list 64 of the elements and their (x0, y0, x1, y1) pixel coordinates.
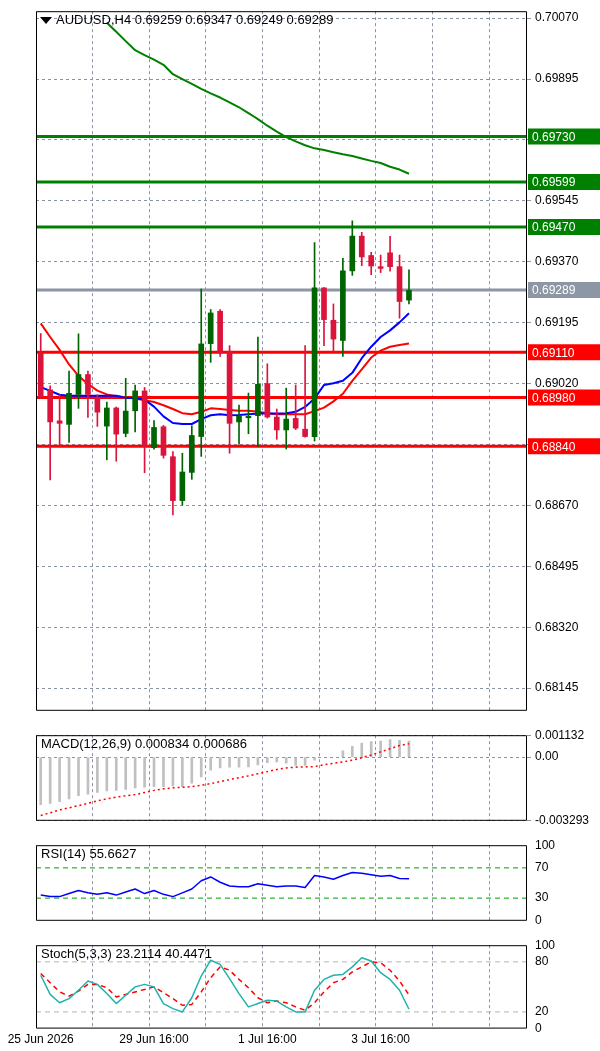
y-tick-label: 0 (535, 913, 542, 928)
candlestick (302, 345, 308, 438)
bar (209, 757, 213, 771)
bar (114, 757, 118, 791)
y-tick-label: 0.68320 (535, 619, 579, 634)
ref-line-label: 0.69289 (532, 283, 576, 298)
y-tick-label: 0.69895 (535, 71, 579, 86)
bar (190, 757, 194, 784)
chart-title: MACD(12,26,9) 0.000834 0.000686 (41, 736, 247, 751)
y-tick-label: 0.69545 (535, 193, 579, 208)
bar (266, 757, 269, 764)
chart-title: RSI(14) 55.6627 (41, 846, 137, 861)
ref-line-label: 0.69730 (532, 129, 576, 144)
x-tick-label: 25 Jun 2026 (7, 1032, 75, 1047)
y-tick-label: 20 (535, 1004, 549, 1019)
bar (360, 742, 364, 757)
y-tick-label: 0 (535, 1020, 542, 1035)
ref-line-label: 0.69110 (532, 345, 575, 360)
y-tick-label: 0.00 (535, 749, 559, 764)
y-tick-label: 0.69195 (535, 315, 579, 330)
y-tick-label: 0.70070 (535, 10, 579, 25)
bar (247, 757, 250, 768)
bar (162, 757, 165, 788)
y-tick-label: 70 (535, 860, 549, 875)
candlestick (236, 404, 242, 445)
bar (39, 757, 43, 806)
bar (313, 757, 316, 761)
bar (369, 741, 373, 757)
y-tick-label: 80 (535, 954, 549, 969)
y-tick-label: 0.68670 (535, 497, 579, 512)
bar (294, 757, 297, 766)
bar (96, 757, 99, 793)
bar (181, 757, 184, 788)
bar (398, 739, 401, 757)
y-tick-label: 30 (535, 890, 549, 905)
y-tick-label: 100 (535, 937, 556, 952)
bar (105, 757, 109, 792)
x-tick-label: 3 Jul 16:00 (351, 1032, 411, 1047)
y-tick-label: 0.001132 (535, 727, 585, 742)
bar (379, 740, 382, 757)
bar (124, 757, 128, 790)
candlestick (283, 387, 290, 450)
ref-line-label: 0.68840 (532, 439, 576, 454)
y-tick-label: 0.68145 (535, 680, 579, 695)
y-tick-label: -0.003293 (535, 813, 590, 828)
bar (284, 757, 288, 764)
chart-title: Stoch(5,3,3) 23.2114 40.4471 (41, 946, 213, 961)
bar (143, 757, 146, 788)
bar (77, 757, 80, 797)
bar (58, 757, 61, 803)
x-tick-label: 29 Jun 16:00 (119, 1032, 190, 1047)
chart-title: AUDUSD,H4 0.69259 0.69347 0.69249 0.69289 (56, 12, 334, 27)
y-tick-label: 0.68495 (535, 558, 579, 573)
y-tick-label: 100 (535, 837, 556, 852)
ref-line-label: 0.69599 (532, 175, 576, 190)
ref-line-label: 0.68980 (532, 390, 576, 405)
bar (350, 745, 354, 757)
y-tick-label: 0.69020 (535, 375, 579, 390)
x-tick-label: 1 Jul 16:00 (237, 1032, 298, 1047)
ref-line-label: 0.69470 (532, 220, 576, 235)
bar (275, 757, 279, 763)
y-tick-label: 0.69370 (535, 254, 579, 269)
bar (199, 757, 203, 778)
bar (228, 757, 231, 768)
